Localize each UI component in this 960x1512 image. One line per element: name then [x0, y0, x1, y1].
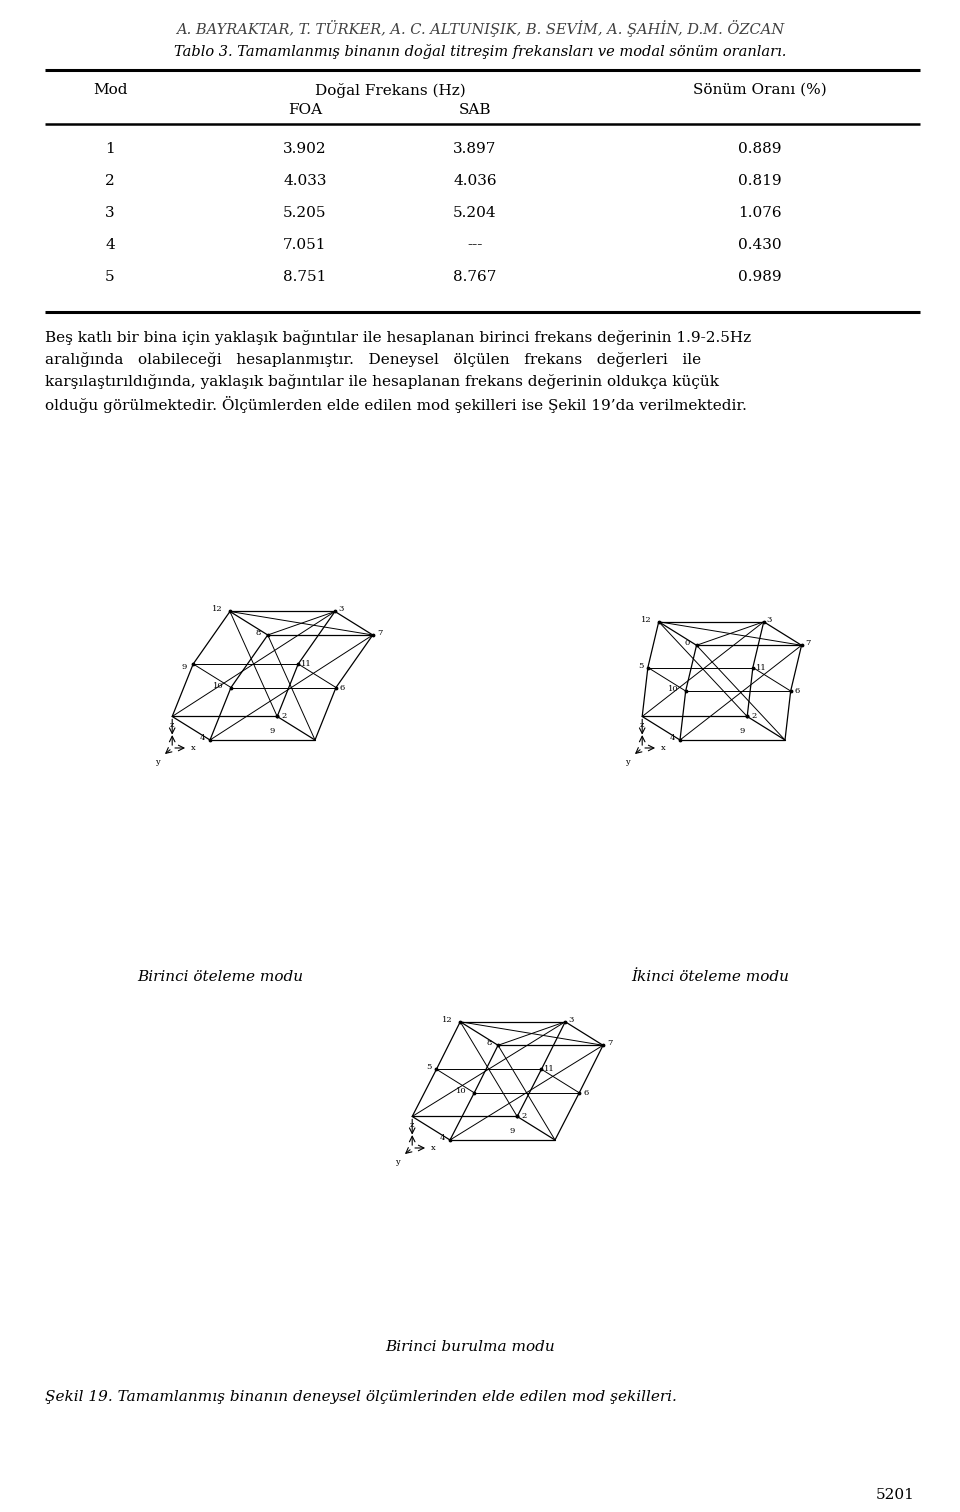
- Text: 5.205: 5.205: [283, 206, 326, 221]
- Text: A. BAYRAKTAR, T. TÜRKER, A. C. ALTUNIŞIK, B. SEVİM, A. ŞAHİN, D.M. ÖZCAN: A. BAYRAKTAR, T. TÜRKER, A. C. ALTUNIŞIK…: [176, 20, 784, 36]
- Text: aralığında   olabileceği   hesaplanmıştır.   Deneysel   ölçülen   frekans   değe: aralığında olabileceği hesaplanmıştır. D…: [45, 352, 701, 367]
- Text: 1.076: 1.076: [738, 206, 781, 221]
- Text: x: x: [660, 744, 665, 751]
- Text: 4: 4: [200, 733, 205, 742]
- Text: 0: 0: [684, 640, 690, 647]
- Text: Doğal Frekans (Hz): Doğal Frekans (Hz): [315, 83, 466, 98]
- Text: Mod: Mod: [93, 83, 128, 97]
- Text: 5: 5: [106, 271, 115, 284]
- Text: 4: 4: [670, 733, 676, 742]
- Text: Birinci öteleme modu: Birinci öteleme modu: [137, 971, 303, 984]
- Text: 7.051: 7.051: [283, 237, 326, 253]
- Text: 0.819: 0.819: [738, 174, 781, 187]
- Text: 8.767: 8.767: [453, 271, 496, 284]
- Text: 12: 12: [443, 1016, 453, 1024]
- Text: 5: 5: [637, 662, 643, 670]
- Text: 4: 4: [106, 237, 115, 253]
- Text: 11: 11: [544, 1066, 555, 1074]
- Text: 0.430: 0.430: [738, 237, 781, 253]
- Text: y: y: [155, 758, 159, 767]
- Text: 3.902: 3.902: [283, 142, 326, 156]
- Text: 0.889: 0.889: [738, 142, 781, 156]
- Text: FOA: FOA: [288, 103, 322, 116]
- Text: 9: 9: [739, 727, 745, 735]
- Text: karşılaştırıldığında, yaklaşık bağıntılar ile hesaplanan frekans değerinin olduk: karşılaştırıldığında, yaklaşık bağıntıla…: [45, 373, 719, 389]
- Text: ---: ---: [468, 237, 483, 253]
- Text: Birinci burulma modu: Birinci burulma modu: [385, 1340, 555, 1355]
- Text: 2: 2: [106, 174, 115, 187]
- Text: 3: 3: [338, 605, 344, 614]
- Text: z: z: [410, 1122, 415, 1129]
- Text: 8.751: 8.751: [283, 271, 326, 284]
- Text: 12: 12: [212, 605, 223, 614]
- Text: Beş katlı bir bina için yaklaşık bağıntılar ile hesaplanan birinci frekans değer: Beş katlı bir bina için yaklaşık bağıntı…: [45, 330, 751, 345]
- Text: 11: 11: [301, 659, 312, 668]
- Text: 2: 2: [752, 712, 756, 721]
- Text: 7: 7: [607, 1039, 612, 1048]
- Text: z: z: [640, 721, 644, 729]
- Text: 4.033: 4.033: [283, 174, 326, 187]
- Text: 8: 8: [486, 1039, 492, 1048]
- Text: 5: 5: [426, 1063, 432, 1072]
- Text: 10: 10: [456, 1087, 467, 1095]
- Text: 8: 8: [255, 629, 261, 637]
- Text: 2: 2: [521, 1113, 526, 1120]
- Text: SAB: SAB: [459, 103, 492, 116]
- Text: 6: 6: [584, 1089, 588, 1096]
- Text: x: x: [191, 744, 196, 751]
- Text: Şekil 19. Tamamlanmış binanın deneysel ölçümlerinden elde edilen mod şekilleri.: Şekil 19. Tamamlanmış binanın deneysel ö…: [45, 1390, 677, 1405]
- Text: 5.204: 5.204: [453, 206, 497, 221]
- Text: 6: 6: [795, 686, 800, 696]
- Text: 4: 4: [440, 1134, 445, 1142]
- Text: 3.897: 3.897: [453, 142, 496, 156]
- Text: 3: 3: [568, 1016, 574, 1024]
- Text: 9: 9: [181, 662, 186, 671]
- Text: Sönüm Oranı (%): Sönüm Oranı (%): [693, 83, 827, 97]
- Text: 2: 2: [281, 712, 286, 721]
- Text: İkinci öteleme modu: İkinci öteleme modu: [631, 971, 789, 984]
- Text: 9: 9: [269, 727, 275, 735]
- Text: 6: 6: [340, 683, 346, 691]
- Text: 0.989: 0.989: [738, 271, 781, 284]
- Text: 9: 9: [509, 1128, 515, 1136]
- Text: 5201: 5201: [876, 1488, 915, 1501]
- Text: 10: 10: [667, 685, 679, 692]
- Text: 10: 10: [213, 682, 224, 689]
- Text: 3: 3: [106, 206, 115, 221]
- Text: 12: 12: [640, 615, 652, 624]
- Text: 1: 1: [106, 142, 115, 156]
- Text: Tablo 3. Tamamlanmış binanın doğal titreşim frekansları ve modal sönüm oranları.: Tablo 3. Tamamlanmış binanın doğal titre…: [174, 44, 786, 59]
- Text: 3: 3: [767, 615, 772, 624]
- Text: 11: 11: [756, 664, 767, 671]
- Text: z: z: [170, 721, 175, 729]
- Text: y: y: [395, 1158, 399, 1166]
- Text: y: y: [625, 758, 630, 767]
- Text: 7: 7: [805, 640, 811, 647]
- Text: 7: 7: [376, 629, 382, 637]
- Text: x: x: [431, 1145, 436, 1152]
- Text: 4.036: 4.036: [453, 174, 497, 187]
- Text: olduğu görülmektedir. Ölçümlerden elde edilen mod şekilleri ise Şekil 19’da veri: olduğu görülmektedir. Ölçümlerden elde e…: [45, 396, 747, 413]
